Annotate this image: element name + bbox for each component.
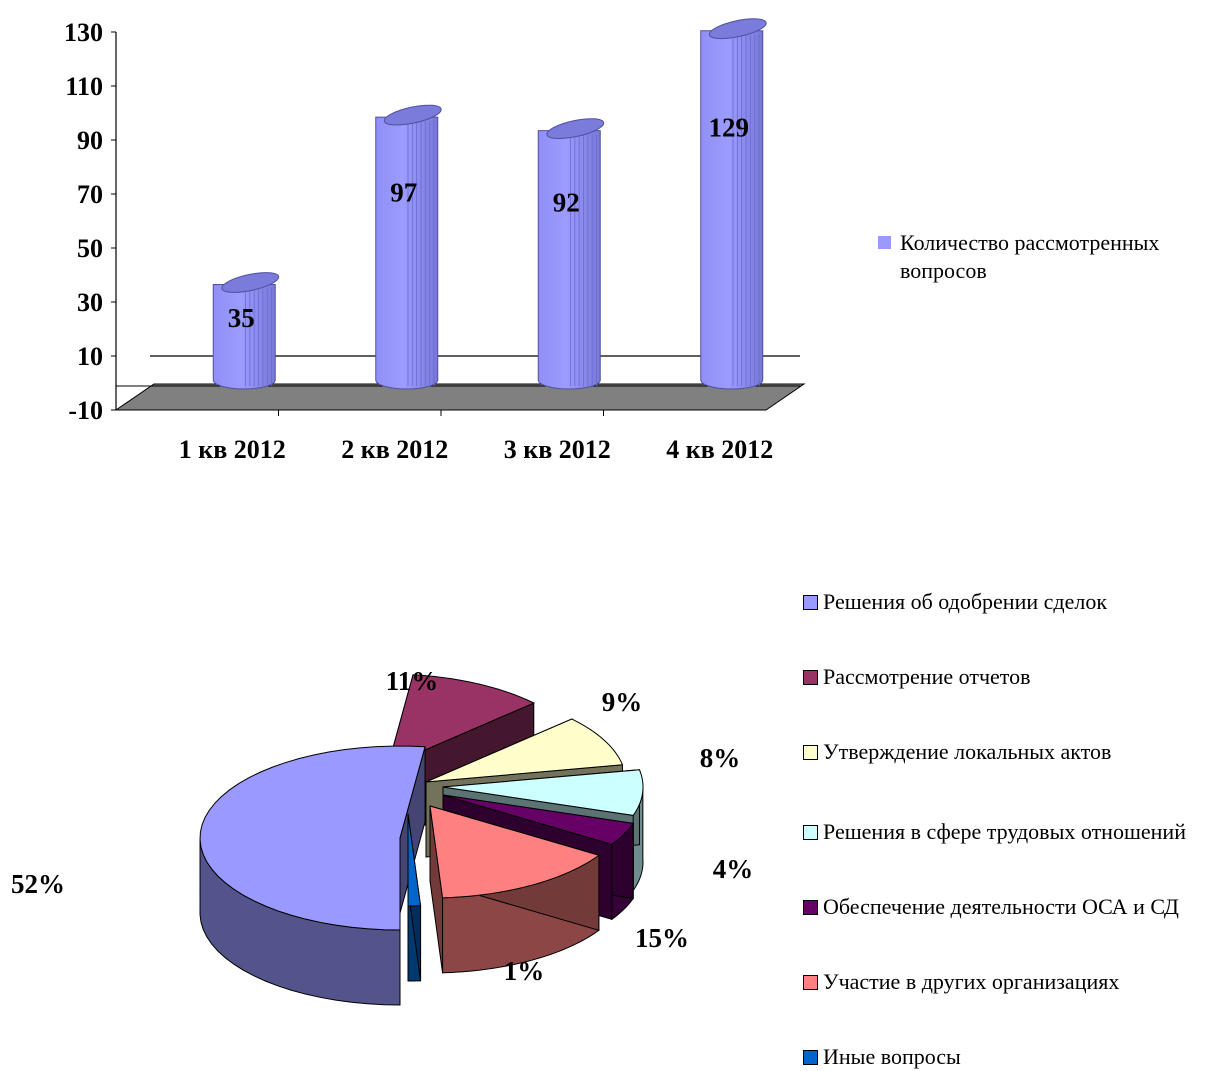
pie-slice-top <box>442 794 635 845</box>
pie-legend-label: Рассмотрение отчетов <box>823 664 1031 689</box>
pie-value-label: 15% <box>635 923 689 953</box>
pie-legend-swatch <box>803 1050 818 1065</box>
bar-top <box>708 18 767 40</box>
x-tick-label: 4 кв 2012 <box>666 435 773 464</box>
pie-legend-item: Иные вопросы <box>803 1043 1203 1071</box>
chart-floor <box>114 383 806 411</box>
pie-slice <box>407 813 422 982</box>
bar-cylinder: 129 <box>700 18 767 390</box>
pie-value-label: 1% <box>504 956 545 986</box>
pie-legend-item: Решения об одобрении сделок <box>803 588 1203 616</box>
pie-slice-top <box>387 674 535 767</box>
pie-legend-item: Обеспечение деятельности ОСА и СД <box>803 893 1203 921</box>
y-tick-label: 30 <box>77 288 103 317</box>
bar-legend-swatch <box>878 236 891 249</box>
y-tick-label: 110 <box>65 72 103 101</box>
bar-value-label: 97 <box>390 177 417 207</box>
pie-value-label: 9% <box>602 687 643 717</box>
pie-slice <box>429 805 601 974</box>
pie-legend-swatch <box>803 900 818 915</box>
x-tick-label: 2 кв 2012 <box>341 435 448 464</box>
pie-chart: 52% 11% 9% 8% 4% 15% 1% <box>11 666 754 1006</box>
pie-legend-item: Решения в сфере трудовых отношений <box>803 818 1203 846</box>
pie-legend-item: Утверждение локальных актов <box>803 738 1203 766</box>
bar-top <box>221 272 280 293</box>
bar-cylinder: 35 <box>212 272 280 390</box>
pie-legend-label: Решения в сфере трудовых отношений <box>823 819 1186 844</box>
pie-legend-label: Обеспечение деятельности ОСА и СД <box>823 894 1179 919</box>
y-tick-label: 50 <box>77 234 103 263</box>
bar-body <box>700 30 764 390</box>
bar-body <box>375 116 439 390</box>
bar-value-label: 92 <box>553 187 580 217</box>
pie-slice-top <box>407 813 422 907</box>
y-tick-label: 130 <box>64 18 103 47</box>
bar-top <box>383 104 442 126</box>
pie-legend-item: Участие в других организациях <box>803 968 1203 996</box>
y-tick-label: -10 <box>68 396 103 425</box>
pie-legend-label: Решения об одобрении сделок <box>823 589 1108 614</box>
pie-legend-swatch <box>803 595 818 610</box>
x-tick-label: 1 кв 2012 <box>179 435 286 464</box>
bar-cylinder: 97 <box>375 104 442 390</box>
pie-legend-label: Утверждение локальных актов <box>823 739 1112 764</box>
bar-cylinder: 92 <box>537 118 605 390</box>
y-tick-label: 90 <box>77 126 103 155</box>
bar-value-label: 129 <box>709 113 750 143</box>
pie-value-label: 4% <box>713 854 754 884</box>
pie-slice-top <box>429 805 601 899</box>
bar-body <box>212 284 276 390</box>
pie-value-label: 52% <box>11 869 65 899</box>
bar-legend-item: Количество рассмотренных вопросов <box>878 229 1208 285</box>
pie-legend-swatch <box>803 975 818 990</box>
pie-legend-label: Иные вопросы <box>823 1044 961 1069</box>
pie-legend-label: Участие в других организациях <box>823 969 1120 994</box>
y-tick-label: 10 <box>77 342 103 371</box>
pie-value-label: 8% <box>700 743 741 773</box>
pie-value-label: 11% <box>386 666 439 696</box>
bar-chart: 130 110 90 70 50 30 10 -10 1 кв 2012 2 кв 2012 3 к… <box>64 18 806 464</box>
bar-body <box>537 130 601 390</box>
bar-value-label: 35 <box>228 303 255 333</box>
pie-slice-top <box>199 745 426 931</box>
pie-slice-top <box>442 769 644 816</box>
bar-top <box>546 118 605 139</box>
pie-slice <box>199 745 426 1006</box>
pie-legend-swatch <box>803 825 818 840</box>
y-tick-label: 70 <box>77 180 103 209</box>
x-tick-label: 3 кв 2012 <box>504 435 611 464</box>
pie-legend-item: Рассмотрение отчетов <box>803 663 1203 691</box>
pie-legend-swatch <box>803 745 818 760</box>
pie-legend-swatch <box>803 670 818 685</box>
bar-legend-label: Количество рассмотренных вопросов <box>900 230 1160 283</box>
pie-slice-top <box>425 718 624 783</box>
